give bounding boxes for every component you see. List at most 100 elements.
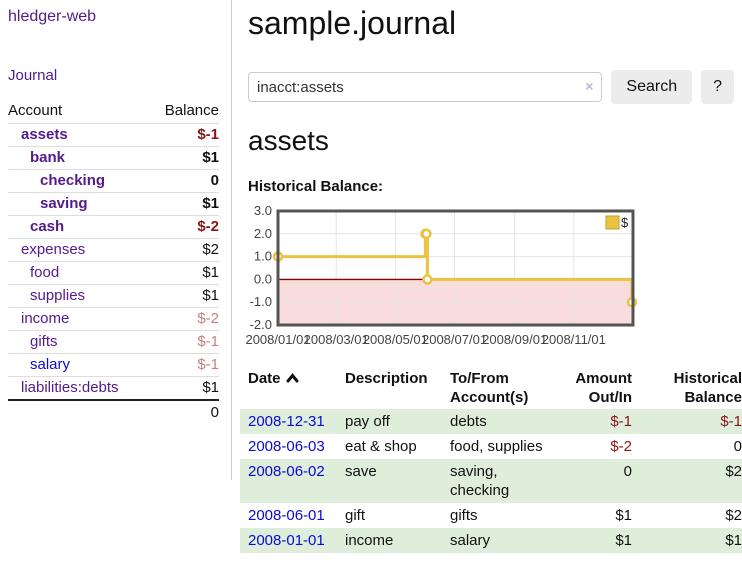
account-row: cash $-2 <box>8 215 219 239</box>
accounts-header-balance: Balance <box>149 99 219 124</box>
account-row: saving $1 <box>8 192 219 216</box>
amount-cell: $1 <box>615 507 632 524</box>
register-header-accounts: To/From Account(s) <box>450 370 529 406</box>
register-row: 2008-01-01 income salary $1 $1 <box>240 528 742 553</box>
svg-text:$: $ <box>621 215 629 230</box>
account-balance: $-1 <box>149 353 219 377</box>
accounts-total-row: 0 <box>8 399 219 424</box>
register-header-description: Description <box>345 370 428 387</box>
account-row: gifts $-1 <box>8 330 219 354</box>
account-link-checking[interactable]: checking <box>40 172 106 189</box>
svg-text:2008/01/01: 2008/01/01 <box>245 332 310 347</box>
account-balance: $-1 <box>149 123 219 147</box>
balance-cell: $2 <box>725 463 742 480</box>
account-balance: $1 <box>149 192 219 216</box>
account-row: liabilities:debts $1 <box>8 376 219 401</box>
amount-cell: $-2 <box>610 438 632 455</box>
transaction-date-link[interactable]: 2008-12-31 <box>248 413 325 430</box>
register-row: 2008-06-02 save saving, checking 0 $2 <box>240 459 742 503</box>
svg-text:2008/03/01: 2008/03/01 <box>304 332 369 347</box>
search-input[interactable] <box>248 72 603 102</box>
main-content: sample.journal × Search ? assets Histori… <box>240 0 742 553</box>
account-heading: assets <box>248 125 329 156</box>
svg-text:-2.0: -2.0 <box>250 317 272 332</box>
app-title-link[interactable]: hledger-web <box>8 8 97 25</box>
accounts-cell: food, supplies <box>450 438 543 455</box>
account-link-food[interactable]: food <box>30 264 60 281</box>
search-box: × <box>248 72 603 102</box>
account-link-bank[interactable]: bank <box>30 149 66 166</box>
svg-text:-1.0: -1.0 <box>250 294 272 309</box>
svg-text:0.0: 0.0 <box>254 271 272 286</box>
description-cell: save <box>345 463 377 480</box>
account-balance: $1 <box>149 284 219 308</box>
account-link-gifts[interactable]: gifts <box>30 333 58 350</box>
search-button[interactable]: Search <box>611 70 693 104</box>
register-header-date-label: Date <box>248 370 281 387</box>
amount-cell: $-1 <box>610 413 632 430</box>
amount-cell: 0 <box>623 463 632 480</box>
balance-cell: $1 <box>725 532 742 549</box>
transaction-date-link[interactable]: 2008-06-03 <box>248 438 325 455</box>
balance-cell: $2 <box>725 507 742 524</box>
register-row: 2008-12-31 pay off debts $-1 $-1 <box>240 409 742 434</box>
svg-text:1.0: 1.0 <box>254 249 272 264</box>
account-balance: $-2 <box>149 215 219 239</box>
search-form: × Search ? <box>248 70 734 104</box>
svg-text:2008/07/01: 2008/07/01 <box>422 332 487 347</box>
svg-text:3.0: 3.0 <box>254 203 272 218</box>
page-title: sample.journal <box>248 5 457 41</box>
historical-balance-chart: $3.0 2.0 1.0 0.0 -1.0 -2.02008/01/012008/03/0… <box>245 203 638 347</box>
account-link-liabilities-debts[interactable]: liabilities:debts <box>21 379 119 396</box>
transaction-date-link[interactable]: 2008-06-02 <box>248 463 325 480</box>
clear-search-icon[interactable]: × <box>585 78 594 94</box>
description-cell: pay off <box>345 413 390 430</box>
accounts-header-row: Account Balance <box>8 99 219 124</box>
account-row: salary $-1 <box>8 353 219 377</box>
accounts-cell: salary <box>450 532 491 549</box>
register-header-amount: Amount Out/In <box>575 370 632 406</box>
svg-text:2008/05/01: 2008/05/01 <box>363 332 428 347</box>
account-row: income $-2 <box>8 307 219 331</box>
account-row: expenses $2 <box>8 238 219 262</box>
svg-text:2008/09/01: 2008/09/01 <box>482 332 547 347</box>
account-balance: $-1 <box>149 330 219 354</box>
description-cell: gift <box>345 507 366 524</box>
account-row: checking 0 <box>8 169 219 193</box>
svg-text:2.0: 2.0 <box>254 226 272 241</box>
transaction-date-link[interactable]: 2008-06-01 <box>248 507 325 524</box>
account-balance: $2 <box>149 238 219 262</box>
balance-cell: 0 <box>733 438 742 455</box>
sidebar: hledger-web Journal Account Balance asse… <box>0 0 232 480</box>
accounts-cell: gifts <box>450 507 478 524</box>
account-link-income[interactable]: income <box>21 310 70 327</box>
account-link-supplies[interactable]: supplies <box>30 287 86 304</box>
account-row: bank $1 <box>8 146 219 170</box>
register-table: Date Description To/From Account(s) Amou… <box>240 367 742 553</box>
description-cell: eat & shop <box>345 438 417 455</box>
account-balance: $-2 <box>149 307 219 331</box>
amount-cell: $1 <box>615 532 632 549</box>
help-button[interactable]: ? <box>701 70 734 104</box>
account-balance: $1 <box>149 376 219 401</box>
account-row: supplies $1 <box>8 284 219 308</box>
register-header-date[interactable]: Date <box>240 367 345 409</box>
accounts-total-balance: 0 <box>149 399 219 424</box>
account-row: assets $-1 <box>8 123 219 147</box>
sidebar-item-journal[interactable]: Journal <box>8 67 58 84</box>
transaction-date-link[interactable]: 2008-01-01 <box>248 532 325 549</box>
description-cell: income <box>345 532 394 549</box>
chart-title: Historical Balance: <box>248 178 384 195</box>
register-header-row: Date Description To/From Account(s) Amou… <box>240 367 742 409</box>
account-link-salary[interactable]: salary <box>30 356 71 373</box>
accounts-table: Account Balance assets $-1 bank $1 check… <box>8 99 219 424</box>
accounts-cell: debts <box>450 413 487 430</box>
accounts-cell: saving, checking <box>450 463 510 499</box>
account-link-expenses[interactable]: expenses <box>21 241 86 258</box>
account-row: food $1 <box>8 261 219 285</box>
account-link-assets[interactable]: assets <box>21 126 68 143</box>
account-link-cash[interactable]: cash <box>30 218 65 235</box>
register-row: 2008-06-03 eat & shop food, supplies $-2… <box>240 434 742 459</box>
account-link-saving[interactable]: saving <box>40 195 88 212</box>
account-balance: $1 <box>149 261 219 285</box>
